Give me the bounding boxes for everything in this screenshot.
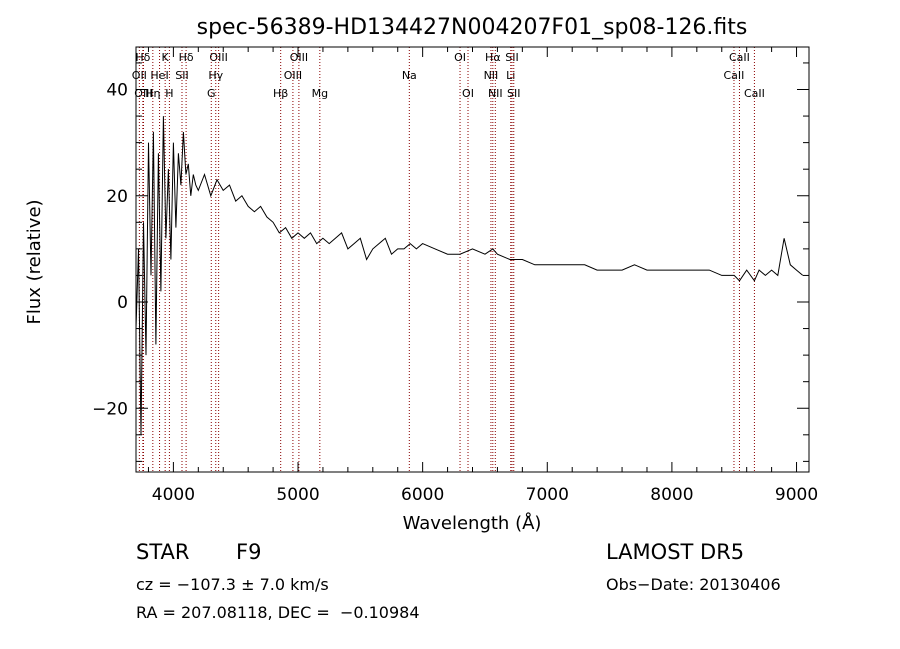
chart-title: spec-56389-HD134427N004207F01_sp08-126.f… xyxy=(197,15,748,40)
sky-coordinates: RA = 207.08118, DEC = −0.10984 xyxy=(136,603,420,622)
line-marker-label: OIII xyxy=(284,69,302,82)
y-tick-label: −20 xyxy=(92,399,128,419)
spectrum-series xyxy=(135,116,804,435)
line-marker-label: SII xyxy=(507,87,520,100)
x-tick-label: 7000 xyxy=(526,485,569,505)
line-marker-label: NII xyxy=(488,87,503,100)
redshift-velocity: cz = −107.3 ± 7.0 km/s xyxy=(136,575,329,594)
line-marker-label: OII xyxy=(132,69,147,82)
x-tick-label: 4000 xyxy=(152,485,195,505)
y-tick-label: 0 xyxy=(117,293,128,313)
x-tick-label: 9000 xyxy=(775,485,818,505)
line-marker-label: CaII xyxy=(729,51,750,64)
spectral-line-markers: Hδ K Hδ OIII OIII OI Hα SII CaII OII HeI SII Hγ OIII N… xyxy=(132,47,765,472)
line-marker-label: Hδ xyxy=(135,51,150,64)
y-tick-label: 20 xyxy=(106,187,128,207)
line-marker-label: CaII xyxy=(744,87,765,100)
y-tick-label: 40 xyxy=(106,81,128,101)
observation-date: Obs−Date: 20130406 xyxy=(606,575,781,594)
object-type: STAR xyxy=(136,540,190,564)
y-axis-label: Flux (relative) xyxy=(24,199,45,324)
line-marker-label: OIII xyxy=(134,87,152,100)
line-marker-label: Hα xyxy=(485,51,501,64)
spectrum-line xyxy=(135,116,804,435)
line-marker-label: H xyxy=(165,87,173,100)
plot-frame xyxy=(135,46,810,473)
line-marker-label: Hδ xyxy=(179,51,194,64)
survey-name: LAMOST DR5 xyxy=(606,540,745,564)
line-marker-label: OIII xyxy=(290,51,308,64)
line-marker-label: Hγ xyxy=(208,69,223,82)
line-marker-label: OI xyxy=(454,51,466,64)
line-marker-label: SII xyxy=(175,69,188,82)
line-marker-label: NII xyxy=(484,69,499,82)
line-marker-label: Hη xyxy=(145,87,160,100)
line-marker-label: HeI xyxy=(150,69,168,82)
spectral-subclass: F9 xyxy=(236,540,262,564)
line-marker-label: Li xyxy=(506,69,515,82)
x-tick-label: 5000 xyxy=(276,485,319,505)
line-marker-label: SII xyxy=(505,51,518,64)
line-marker-label: K xyxy=(162,51,170,64)
line-marker-label: G xyxy=(207,87,216,100)
line-marker-label: OIII xyxy=(209,51,227,64)
line-marker-label: OI xyxy=(462,87,474,100)
axes: 4000 5000 6000 7000 8000 9000 −20 0 20 40 xyxy=(92,47,818,505)
line-marker-label: Hβ xyxy=(273,87,288,100)
line-marker-label: CaII xyxy=(724,69,745,82)
x-tick-label: 6000 xyxy=(401,485,444,505)
line-marker-label: Mg xyxy=(312,87,328,100)
line-marker-label: Na xyxy=(402,69,417,82)
x-tick-label: 8000 xyxy=(650,485,693,505)
x-axis-label: Wavelength (Å) xyxy=(403,512,542,534)
